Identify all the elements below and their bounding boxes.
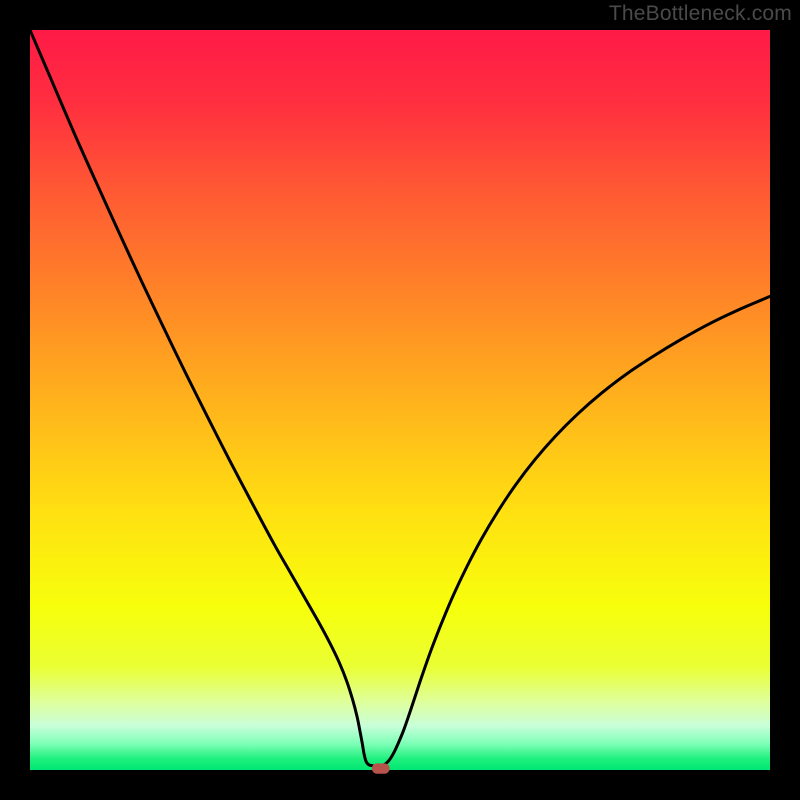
watermark-label: TheBottleneck.com: [609, 2, 792, 26]
chart-canvas: TheBottleneck.com: [0, 0, 800, 800]
plot-area-gradient: [30, 30, 770, 770]
bottleneck-curve-plot: [0, 0, 800, 800]
min-marker: [372, 763, 390, 773]
